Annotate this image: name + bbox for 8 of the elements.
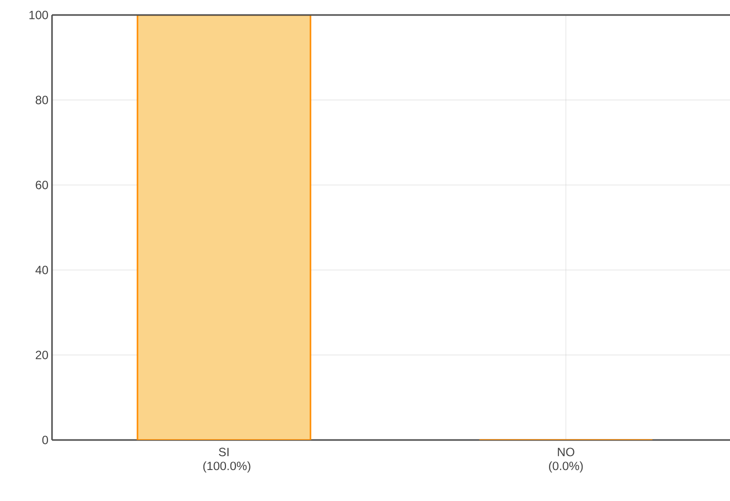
y-tick-label: 100 xyxy=(29,10,48,20)
y-tick-label: 20 xyxy=(36,350,48,360)
y-tick-label: 40 xyxy=(35,266,48,274)
y-tick-label: 80 xyxy=(36,96,48,104)
y-tick-label: 0 xyxy=(42,436,48,444)
x-tick-label: SI (100.0%) xyxy=(203,448,250,473)
y-tick-label: 60 xyxy=(36,180,48,190)
x-tick-label: NO (0.0%) xyxy=(549,448,583,473)
